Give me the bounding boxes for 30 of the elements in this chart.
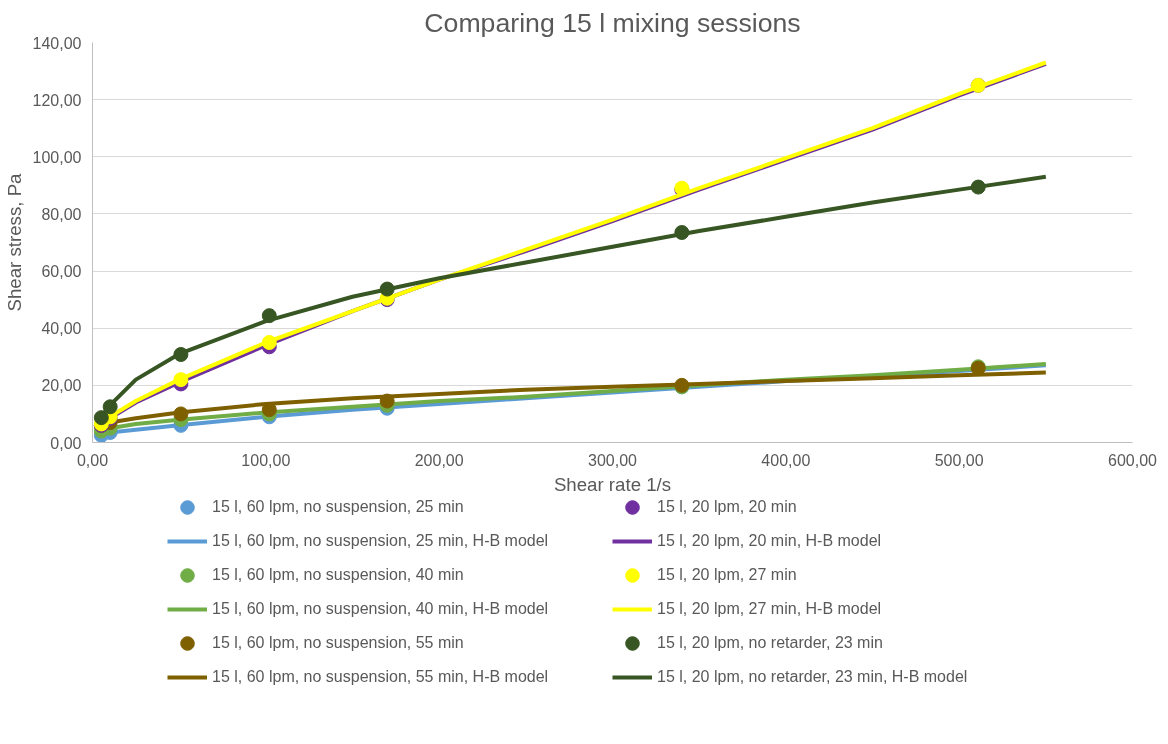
legend-label: 15 l, 60 lpm, no suspension, 40 min, H-B model <box>212 600 550 618</box>
y-tick-label: 0,00 <box>50 434 82 452</box>
legend-label: 15 l, 60 lpm, no suspension, 25 min <box>212 498 465 516</box>
legend-label: 15 l, 60 lpm, no suspension, 55 min <box>212 634 465 652</box>
legend-label: 15 l, 20 lpm, 20 min <box>657 498 798 516</box>
y-tick-label: 40,00 <box>41 320 82 338</box>
legend-label: 15 l, 20 lpm, no retarder, 23 min, H-B model <box>657 668 969 686</box>
legend-label: 15 l, 20 lpm, 20 min, H-B model <box>657 532 883 550</box>
y-tick-label: 20,00 <box>41 377 82 395</box>
x-tick-label: 600,00 <box>1108 451 1158 469</box>
x-tick-label: 100,00 <box>241 451 291 469</box>
chart-title: Comparing 15 l mixing sessions <box>424 7 801 38</box>
legend-label: 15 l, 60 lpm, no suspension, 25 min, H-B model <box>212 532 550 550</box>
x-tick-label: 200,00 <box>414 451 464 469</box>
x-tick-label: 0,00 <box>76 451 109 469</box>
y-tick-label: 60,00 <box>41 263 82 281</box>
x-axis-title: Shear rate 1/s <box>553 473 672 495</box>
y-axis-title: Shear stress, Pa <box>3 172 25 312</box>
y-tick-label: 80,00 <box>41 205 82 223</box>
legend-label: 15 l, 60 lpm, no suspension, 40 min <box>212 566 465 584</box>
legend-label: 15 l, 20 lpm, 27 min <box>657 566 798 584</box>
x-tick-label: 300,00 <box>588 451 638 469</box>
y-tick-label: 140,00 <box>32 34 82 52</box>
legend-label: 15 l, 20 lpm, no retarder, 23 min <box>657 634 884 652</box>
x-tick-label: 500,00 <box>934 451 984 469</box>
legend-label: 15 l, 60 lpm, no suspension, 55 min, H-B model <box>212 668 550 686</box>
x-tick-label: 400,00 <box>761 451 811 469</box>
y-tick-label: 120,00 <box>32 91 82 109</box>
y-tick-label: 100,00 <box>32 148 82 166</box>
legend-label: 15 l, 20 lpm, 27 min, H-B model <box>657 600 883 618</box>
